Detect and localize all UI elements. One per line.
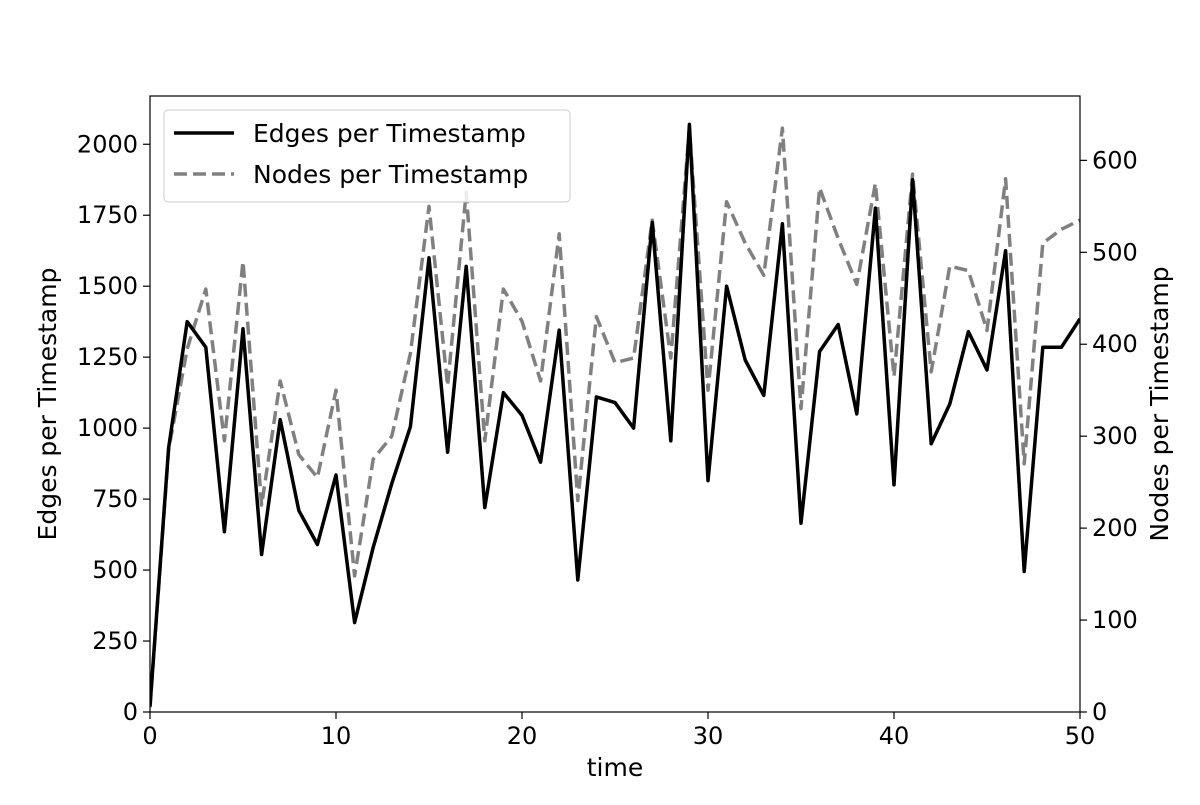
x-axis-label: time	[587, 753, 643, 782]
x-tick-label: 30	[693, 722, 724, 750]
y-right-tick-label: 400	[1092, 330, 1138, 358]
x-tick-label: 40	[879, 722, 910, 750]
y-left-tick-label: 1250	[77, 343, 138, 371]
y-right-tick-label: 500	[1092, 238, 1138, 266]
y-right-tick-label: 0	[1092, 698, 1107, 726]
y-right-tick-label: 600	[1092, 146, 1138, 174]
x-tick-label: 20	[507, 722, 538, 750]
y-right-tick-label: 300	[1092, 422, 1138, 450]
y-axis-label-right: Nodes per Timestamp	[1145, 266, 1174, 541]
series-line-edges	[150, 122, 1080, 707]
y-left-tick-label: 750	[92, 485, 138, 513]
y-left-tick-label: 500	[92, 556, 138, 584]
x-tick-label: 50	[1065, 722, 1096, 750]
y-right-tick-label: 200	[1092, 514, 1138, 542]
plot-frame	[149, 95, 1081, 713]
y-left-tick-label: 1000	[77, 414, 138, 442]
x-tick-label: 0	[142, 722, 157, 750]
legend-label-edges: Edges per Timestamp	[253, 119, 526, 148]
y-left-tick-label: 1500	[77, 272, 138, 300]
legend-label-nodes: Nodes per Timestamp	[253, 160, 528, 189]
y-left-tick-label: 1750	[77, 201, 138, 229]
legend: Edges per Timestamp Nodes per Timestamp	[163, 109, 571, 203]
series-layer	[150, 122, 1080, 708]
series-line-nodes	[150, 126, 1080, 708]
legend-box	[163, 109, 571, 203]
x-tick-label: 10	[321, 722, 352, 750]
y-right-tick-label: 100	[1092, 606, 1138, 634]
y-axis-label-left: Edges per Timestamp	[33, 268, 62, 541]
y-left-tick-label: 0	[123, 698, 138, 726]
ticks-layer: 0 10 20 30 40 5002505007501000125015001750200…	[77, 130, 1138, 750]
y-left-tick-label: 2000	[77, 130, 138, 158]
y-left-tick-label: 250	[92, 627, 138, 655]
